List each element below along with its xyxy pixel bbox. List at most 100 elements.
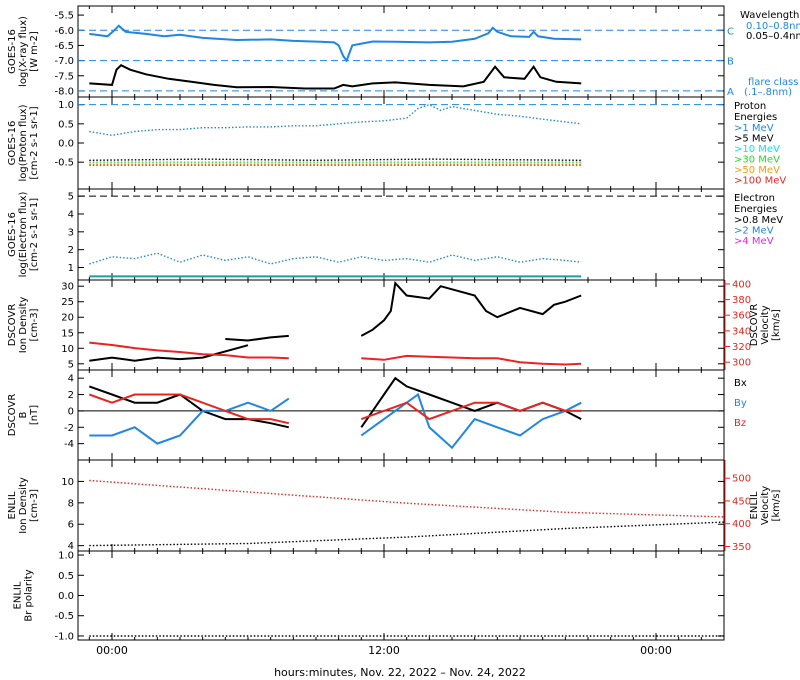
y-tick-label: 4 <box>68 209 74 220</box>
y-tick-label: 6 <box>68 520 74 531</box>
y-tick-label: -0.5 <box>54 158 74 169</box>
y-axis-label-line: ENLIL <box>7 491 18 519</box>
y-tick-label: 8 <box>68 498 74 509</box>
y-tick-label: 0.5 <box>58 571 74 582</box>
series-density-5 <box>361 354 582 366</box>
y-axis-label-line: GOES-16 <box>7 212 18 257</box>
right-y-tick-label: 380 <box>732 295 751 306</box>
series-electron-0 <box>89 252 582 265</box>
panel-frame <box>77 96 725 190</box>
y-tick-label: -1.0 <box>54 631 74 642</box>
y-tick-label: -4 <box>64 439 74 450</box>
panel-bfield: -4 -2 0 2 4 DSCOVRB[nT] Bx By Bz <box>7 369 747 461</box>
legend-entry: >1 MeV <box>734 123 774 134</box>
legend-entry: Bx <box>734 378 747 389</box>
y-tick-label: 10 <box>61 344 74 355</box>
right-y-axis-label-line: Velocity <box>760 305 771 344</box>
y-axis-label: DSCOVRIon Density[cm-3] <box>7 297 40 354</box>
series-bfield-3 <box>360 376 582 428</box>
y-tick-label: 5 <box>68 359 74 370</box>
right-y-tick-label: 300 <box>732 358 751 369</box>
y-tick-label: 0.0 <box>58 139 74 150</box>
y-axis-label-line: GOES-16 <box>7 121 18 166</box>
y-tick-label: -5.5 <box>54 11 74 22</box>
series-xray-0 <box>89 24 582 63</box>
legend-entry: >5 MeV <box>734 134 774 145</box>
y-axis-label-line: Ion Density <box>18 297 29 354</box>
y-tick-label: 30 <box>61 282 74 293</box>
right-y-axis-label: DSCOVRVelocity[km/s] <box>749 304 782 347</box>
panel-frame <box>77 550 725 641</box>
panel-xray: -8.0 -7.5 -7.0 -6.5 -6.0 -5.5 GOES-16log(X-ray… <box>7 5 800 98</box>
flare-class-range: (.1–.8nm) <box>744 87 792 98</box>
y-axis-label-line: [W m-2] <box>29 31 40 72</box>
y-tick-label: 4 <box>68 374 74 385</box>
y-tick-label: 2 <box>68 245 74 256</box>
legend-entry: >30 MeV <box>734 155 780 166</box>
series-density-0 <box>89 353 215 362</box>
legend-title: Wavelength <box>740 10 799 21</box>
right-y-axis-label-line: [km/s] <box>771 489 782 521</box>
legend-title: Electron <box>734 193 775 204</box>
x-tick-label: 00:00 <box>96 644 128 657</box>
panels-layer: -8.0-7.5-7.0-6.5-6.0-5.5GOES-16log(X-ray… <box>7 5 800 657</box>
flare-class-label: B <box>727 57 734 68</box>
right-y-tick-label: 360 <box>732 311 751 322</box>
right-y-axis-label: ENLILVelocity[km/s] <box>749 486 782 525</box>
series-density-2 <box>225 334 289 342</box>
y-tick-label: 1.0 <box>58 551 74 562</box>
legend-entry: >50 MeV <box>734 165 780 176</box>
legend-entry: 0.10–0.8nm <box>746 21 800 32</box>
flare-class-title: flare class <box>748 77 798 88</box>
legend-entry: >100 MeV <box>734 176 786 187</box>
y-axis-label-line: log(Proton flux) <box>18 104 29 181</box>
right-y-tick-label: 350 <box>732 542 751 553</box>
y-axis-label-line: log(X-ray flux) <box>18 16 29 87</box>
series-enlil_density-0 <box>89 521 725 547</box>
panel-enlil_polarity: -1.0 -0.5 0.0 0.5 1.0 ENLILBr polarity <box>13 550 725 642</box>
y-tick-label: 25 <box>61 297 74 308</box>
panel-electron: 1 2 3 4 5 GOES-16log(Electron flux)[cm-2 s-1 … <box>7 188 783 281</box>
flare-class-label: A <box>727 87 734 98</box>
y-tick-label: -6.0 <box>54 26 74 37</box>
y-axis-label: DSCOVRB[nT] <box>7 394 40 437</box>
legend-entry: >2 MeV <box>734 226 774 237</box>
y-axis-label-line: Br polarity <box>24 569 35 621</box>
y-axis-label-line: [cm-3] <box>29 489 40 522</box>
series-density-3 <box>360 280 582 337</box>
legend-title-2: Energies <box>734 204 777 215</box>
y-axis-label-line: DSCOVR <box>7 394 18 437</box>
legend-entry: >4 MeV <box>734 236 774 247</box>
y-tick-label: -7.5 <box>54 71 74 82</box>
legend-title: Proton <box>734 101 766 112</box>
right-y-tick-label: 450 <box>732 496 751 507</box>
series-bfield-5 <box>360 401 582 421</box>
right-y-tick-label: 500 <box>732 474 751 485</box>
series-xray-1 <box>89 63 582 90</box>
right-y-axis-label-line: DSCOVR <box>749 304 760 347</box>
right-y-tick-label: 400 <box>732 519 751 530</box>
y-tick-label: 2 <box>68 390 74 401</box>
legend-entry: >0.8 MeV <box>734 215 783 226</box>
series-bfield-4 <box>360 392 582 450</box>
series-enlil_density-1 <box>89 479 725 518</box>
y-tick-label: -0.5 <box>54 611 74 622</box>
series-proton-0 <box>89 103 582 137</box>
x-tick-label: 00:00 <box>640 644 672 657</box>
y-axis-label-line: [nT] <box>29 405 40 425</box>
panel-frame <box>77 188 725 281</box>
right-y-axis-label-line: [km/s] <box>771 309 782 341</box>
y-axis-label-line: DSCOVR <box>7 304 18 347</box>
x-axis-label: hours:minutes, Nov. 22, 2022 – Nov. 24, … <box>274 666 526 679</box>
y-tick-label: 10 <box>61 477 74 488</box>
x-tick-label: 12:00 <box>368 644 400 657</box>
legend-entry: By <box>734 398 747 409</box>
y-tick-label: -6.5 <box>54 41 74 52</box>
y-axis-label-line: ENLIL <box>13 581 24 609</box>
legend-entry: 0.05–0.4nm <box>746 31 800 42</box>
series-bfield-1 <box>89 397 290 445</box>
legend-title-2: Energies <box>734 112 777 123</box>
y-tick-label: 5 <box>68 192 74 203</box>
right-y-tick-label: 320 <box>732 342 751 353</box>
